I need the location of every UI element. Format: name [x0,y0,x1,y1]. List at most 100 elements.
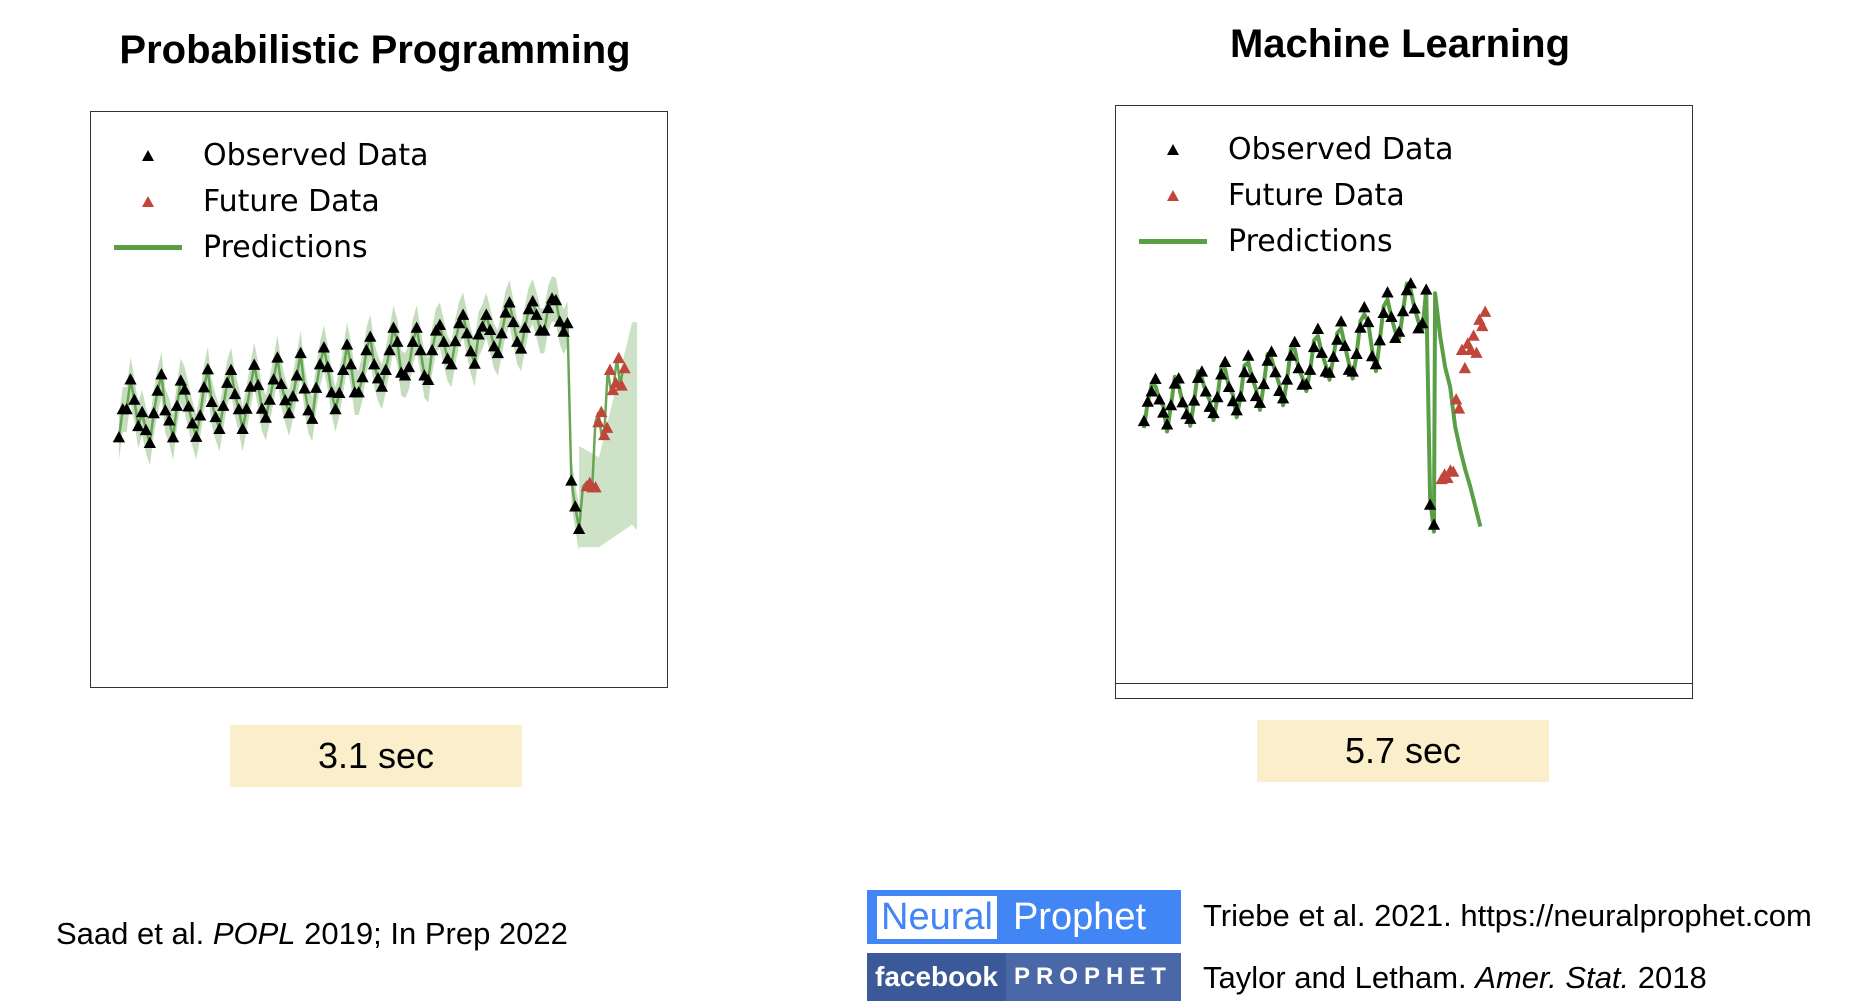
observed-point [135,405,149,418]
observed-point [163,414,176,426]
observed-point [333,386,346,398]
observed-point [1427,518,1441,530]
observed-point [205,395,218,407]
observed-point [526,295,539,307]
observed-point [1377,306,1390,319]
citation-taylor: Taylor and Letham. Amer. Stat. 2018 [1203,960,1707,996]
legend-label: Predictions [203,229,368,265]
chart-right: Observed Data Future Data Predictions [1115,105,1693,699]
legend-label: Future Data [203,183,380,219]
observed-point [1188,394,1201,406]
observed-point [1234,390,1247,402]
future-point [592,415,605,428]
observed-point [410,321,423,333]
observed-point [275,377,288,389]
future-point [598,428,611,441]
observed-point [1207,406,1220,419]
observed-point [406,335,419,347]
observed-point [1358,300,1371,313]
observed-point [151,384,164,396]
observed-point [518,321,532,333]
observed-point [1284,349,1298,361]
observed-point [236,422,249,434]
observed-point [1195,365,1209,377]
observed-point [271,351,284,363]
observed-point [267,373,280,385]
future-point [1441,471,1454,484]
observed-point [402,360,416,373]
observed-point [1408,302,1421,314]
observed-point [248,358,261,370]
observed-point [1215,368,1228,380]
legend-marker-future [1138,189,1208,201]
observed-point [217,399,230,411]
legend-entry: Future Data [1138,172,1454,218]
observed-point [507,315,520,328]
observed-point [456,308,470,320]
observed-point [495,327,508,339]
citation-venue: POPL [212,916,296,951]
observed-point [294,346,307,359]
observed-point [197,381,211,393]
future-point [618,361,631,374]
legend-marker-predictions [1138,238,1208,244]
observed-point [480,308,493,320]
observed-point [379,363,392,375]
observed-point [553,315,566,327]
citation-venue: Amer. Stat. [1475,960,1630,995]
observed-point [472,328,485,340]
observed-point [414,343,427,356]
plot-area-right [1137,277,1492,534]
observed-point [503,296,516,308]
observed-point [522,302,535,315]
legend-label: Future Data [1228,177,1405,213]
observed-point [1269,365,1282,378]
future-point [606,383,620,396]
observed-point [371,372,385,384]
future-point [615,379,628,391]
observed-point [453,316,466,329]
observed-point [309,381,323,393]
citation-text: Taylor and Letham. [1203,960,1476,995]
observed-point [542,301,555,314]
observed-point [1176,396,1189,408]
observed-point [263,393,276,405]
observed-point [1172,372,1185,384]
observed-point [1346,365,1359,377]
observed-point [298,382,311,394]
observed-point [391,335,404,347]
observed-point [1242,349,1255,361]
observed-point [1164,398,1178,411]
observed-point [1273,384,1286,396]
observed-point [449,334,462,347]
observed-point [1400,283,1414,296]
neuralprophet-logo-right: Prophet [1006,890,1181,944]
facebook-logo-text: facebook [867,953,1006,1001]
observed-point [425,343,439,356]
observed-point [565,474,578,486]
observed-point [460,327,474,339]
observed-point [193,409,207,421]
observed-point [209,410,222,423]
observed-point [1304,363,1317,375]
prophet-logo-text: PROPHET [1005,953,1181,1001]
observed-point [290,369,303,381]
future-point [1467,329,1480,341]
future-point [595,405,608,418]
observed-point [1338,339,1352,352]
legend-label: Predictions [1228,223,1393,259]
observed-point [1211,390,1224,403]
observed-point [159,404,172,416]
citation-text: 2019; In Prep 2022 [295,916,568,951]
prediction-line [1141,281,1483,534]
observed-point [337,363,350,375]
observed-point [1381,286,1394,298]
observed-point [1334,315,1348,327]
observed-point [313,357,327,370]
observed-point [1404,277,1417,289]
observed-point [1311,322,1325,334]
observed-point [364,330,377,342]
observed-point [325,386,338,398]
observed-point [166,431,180,443]
observed-point [170,399,184,411]
